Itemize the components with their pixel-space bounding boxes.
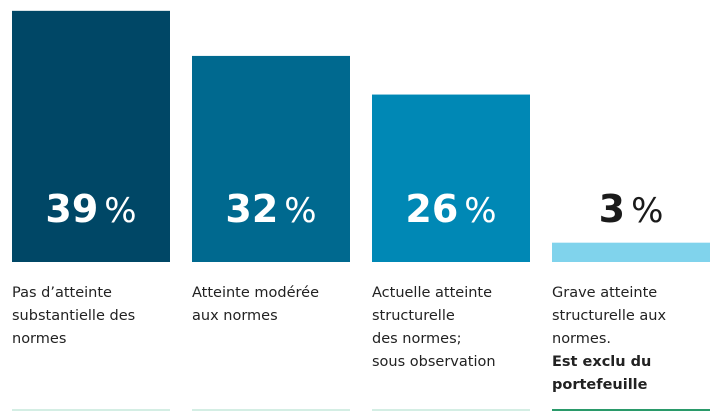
- value-number: 3: [599, 187, 625, 231]
- category-label: Pas d’atteinte: [12, 285, 112, 301]
- bar: [12, 10, 170, 263]
- bar: [192, 55, 350, 262]
- value-number: 39: [45, 187, 98, 231]
- value-label: 32%: [225, 187, 316, 231]
- category-label: Atteinte modérée: [192, 285, 319, 301]
- value-label: 3%: [599, 187, 664, 231]
- category-label: des normes;: [372, 331, 462, 347]
- value-number: 32: [225, 187, 278, 231]
- category-label: normes.: [552, 331, 611, 347]
- category-label: structurelle aux: [552, 308, 666, 324]
- value-unit: %: [631, 191, 663, 231]
- value-unit: %: [464, 191, 496, 231]
- category-label: Actuelle atteinte: [372, 285, 492, 301]
- bar: [372, 94, 530, 262]
- annotation: Est exclu du: [552, 354, 651, 370]
- value-unit: %: [284, 191, 316, 231]
- category-label: aux normes: [192, 308, 278, 324]
- category-label: normes: [12, 331, 66, 347]
- bar: [552, 242, 710, 262]
- value-number: 26: [405, 187, 458, 231]
- category-label: Grave atteinte: [552, 285, 657, 301]
- category-label: structurelle: [372, 308, 455, 324]
- value-label: 26%: [405, 187, 496, 231]
- category-label: sous observation: [372, 354, 496, 370]
- annotation: portefeuille: [552, 377, 648, 393]
- category-label: substantielle des: [12, 308, 135, 324]
- value-unit: %: [104, 191, 136, 231]
- value-label: 39%: [45, 187, 136, 231]
